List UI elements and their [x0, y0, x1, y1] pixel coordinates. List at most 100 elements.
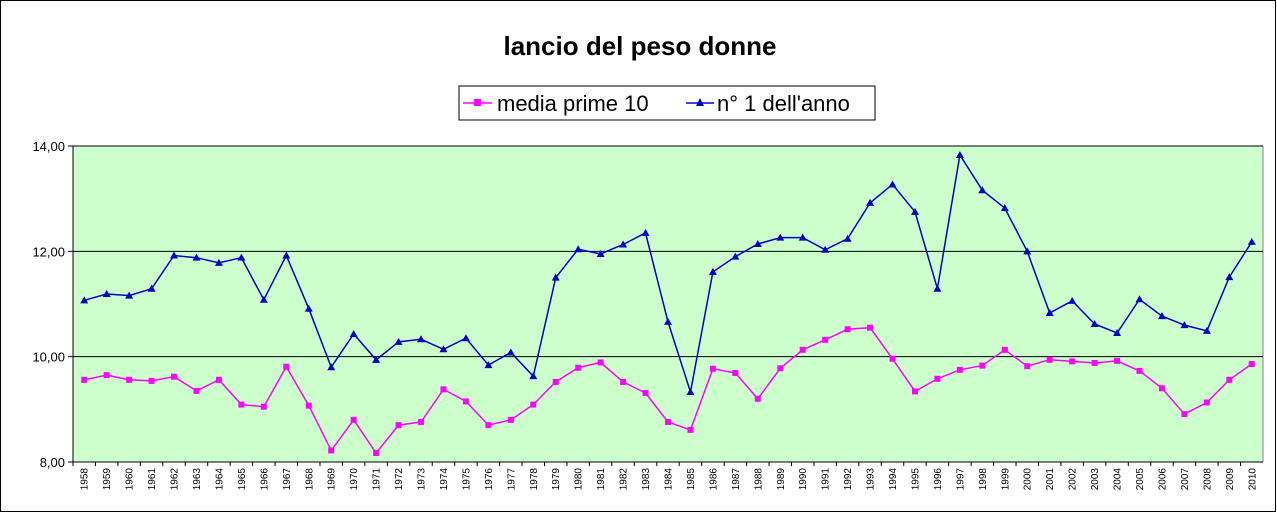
x-tick-label: 1998 — [978, 468, 989, 491]
data-point — [81, 376, 88, 383]
data-point — [1135, 295, 1144, 303]
data-point — [328, 447, 335, 454]
legend: media prime 10 n° 1 dell'anno — [458, 85, 876, 121]
data-point — [102, 289, 111, 297]
data-point — [933, 284, 942, 292]
data-point — [1091, 359, 1098, 366]
data-point — [664, 317, 672, 325]
data-point — [709, 365, 716, 372]
data-point — [1046, 356, 1053, 363]
data-point — [1247, 237, 1256, 245]
data-point — [754, 395, 761, 402]
legend-entry-numero-uno: n° 1 dell'anno — [686, 91, 850, 116]
data-point — [955, 150, 964, 158]
legend-label-media: media prime 10 — [497, 91, 649, 116]
x-tick-label: 1977 — [506, 468, 517, 491]
x-tick-label: 2004 — [1113, 468, 1124, 491]
data-point — [1023, 247, 1032, 255]
x-tick-label: 1973 — [417, 468, 428, 491]
data-point — [507, 416, 514, 423]
data-point — [732, 369, 739, 376]
x-tick-label: 1971 — [372, 468, 383, 491]
x-tick-label: 1976 — [484, 468, 495, 491]
data-point — [575, 364, 582, 371]
x-tick-label: 2007 — [1180, 468, 1191, 491]
x-tick-label: 1990 — [798, 468, 809, 491]
data-point — [350, 416, 357, 423]
x-tick-label: 2002 — [1068, 468, 1079, 491]
data-point — [889, 355, 896, 362]
x-tick-label: 1986 — [708, 468, 719, 491]
data-point — [1248, 361, 1255, 368]
data-point — [237, 253, 246, 261]
x-tick-label: 1968 — [304, 468, 315, 491]
data-point — [126, 376, 133, 383]
data-point — [125, 291, 134, 299]
data-point — [147, 284, 156, 292]
data-point — [1045, 308, 1054, 316]
x-tick-label: 2010 — [1247, 468, 1258, 491]
series-media-prime-10 — [81, 324, 1255, 457]
data-point — [193, 387, 200, 394]
data-point — [327, 363, 336, 371]
data-point — [417, 335, 426, 343]
x-tick-label: 1974 — [439, 468, 450, 491]
x-tick-label: 1969 — [327, 468, 338, 491]
data-point — [822, 336, 829, 343]
data-point — [461, 334, 470, 342]
chart-title: lancio del peso donne — [503, 31, 776, 61]
data-point — [934, 375, 941, 382]
data-point — [1068, 296, 1077, 304]
x-tick-label: 1965 — [237, 468, 248, 491]
data-point — [1069, 358, 1076, 365]
data-point — [439, 345, 448, 353]
data-point — [708, 267, 717, 275]
data-point — [1024, 363, 1031, 370]
data-point — [978, 186, 987, 194]
x-tick-label: 1992 — [843, 468, 854, 491]
data-point — [283, 363, 290, 370]
data-point — [485, 422, 492, 429]
x-tick-label: 1958 — [80, 468, 91, 491]
data-point — [979, 362, 986, 369]
x-tick-label: 1985 — [686, 468, 697, 491]
data-point — [1202, 326, 1211, 334]
data-point — [214, 258, 223, 266]
data-point — [80, 296, 89, 304]
data-point — [1114, 357, 1121, 364]
data-point — [103, 372, 110, 379]
data-point — [888, 180, 897, 188]
data-point — [305, 402, 312, 409]
legend-marker-numero-uno — [696, 98, 704, 106]
gridlines — [73, 145, 1263, 358]
data-point — [394, 337, 403, 345]
x-tick-label: 1981 — [596, 468, 607, 491]
data-point — [777, 365, 784, 372]
x-tick-label: 1993 — [866, 468, 877, 491]
data-point — [687, 426, 694, 433]
legend-label-numero-uno: n° 1 dell'anno — [717, 91, 850, 116]
data-point — [1203, 399, 1210, 406]
data-point — [776, 233, 785, 241]
data-point — [642, 390, 649, 397]
x-tick-label: 1960 — [125, 468, 136, 491]
data-point — [619, 240, 628, 248]
data-point — [911, 388, 918, 395]
data-point — [148, 377, 155, 384]
x-tick-label: 1964 — [214, 468, 225, 491]
x-tick-label: 2001 — [1045, 468, 1056, 491]
data-point — [373, 450, 380, 457]
data-point — [665, 418, 671, 425]
x-tick-label: 1962 — [170, 468, 181, 491]
data-point — [910, 207, 919, 215]
data-point — [686, 387, 695, 395]
data-point — [620, 378, 627, 385]
x-tick-label: 1984 — [664, 468, 675, 491]
x-tick-label: 1978 — [529, 468, 540, 491]
x-tick-label: 1995 — [910, 468, 921, 491]
x-tick-label: 1999 — [1000, 468, 1011, 491]
legend-entry-media: media prime 10 — [463, 91, 649, 116]
data-point — [844, 326, 851, 333]
